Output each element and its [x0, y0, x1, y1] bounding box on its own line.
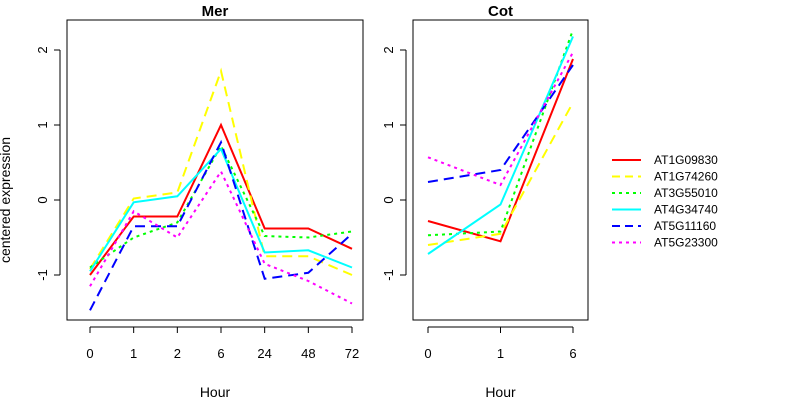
y-tick-label: -1 [381, 269, 396, 281]
y-axis-label: centered expression [0, 137, 13, 263]
x-tick-label: 72 [345, 346, 359, 361]
x-tick-label: 48 [301, 346, 315, 361]
x-tick-label: 0 [424, 346, 431, 361]
legend-item: AT4G34740 [612, 203, 718, 217]
x-tick-label: 24 [257, 346, 271, 361]
series-line-at4g34740 [427, 36, 574, 255]
y-tick-label: 1 [381, 121, 396, 128]
x-tick-label: 6 [569, 346, 576, 361]
legend-item: AT1G74260 [612, 170, 718, 184]
y-tick-label: 2 [35, 46, 50, 53]
plot-frame [66, 19, 364, 321]
x-tick-label: 0 [86, 346, 93, 361]
x-axis-label: Hour [485, 384, 516, 400]
legend-label: AT1G09830 [654, 153, 718, 167]
y-tick-label: 0 [35, 196, 50, 203]
chart-panel-mer: Mer 0 1 2 6 24 48 72 Hour -1 0 1 2 [35, 3, 364, 400]
legend-item: AT5G23300 [612, 236, 718, 250]
series-line-at4g34740 [89, 147, 353, 272]
y-tick-label: 1 [35, 121, 50, 128]
chart-panels: Mer 0 1 2 6 24 48 72 Hour -1 0 1 2 Cot 0 1 6 Hour -1 0 1 2 [35, 3, 589, 400]
series-line-at5g11160 [89, 139, 353, 311]
plot-frame [412, 19, 589, 321]
legend-label: AT4G34740 [654, 203, 718, 217]
chart-legend: AT1G09830 AT1G74260 AT3G55010 AT4G34740 AT5G… [612, 153, 718, 250]
series-line-at5g23300 [427, 51, 574, 187]
x-axis-label: Hour [200, 384, 231, 400]
x-tick-label: 2 [174, 346, 181, 361]
x-tick-label: 1 [497, 346, 504, 361]
series-line-at1g74260 [89, 67, 353, 276]
legend-item: AT1G09830 [612, 153, 718, 167]
series-line-at3g55010 [427, 29, 574, 237]
legend-label: AT5G11160 [654, 219, 716, 233]
series-line-at5g11160 [427, 64, 574, 183]
panel-title: Cot [488, 3, 513, 20]
legend-item: AT3G55010 [612, 186, 718, 200]
series-line-at1g74260 [427, 102, 574, 246]
series-line-at1g09830 [427, 58, 574, 243]
legend-label: AT3G55010 [654, 186, 718, 200]
y-tick-label: 0 [381, 196, 396, 203]
legend-item: AT5G11160 [612, 219, 716, 233]
x-tick-label: 6 [217, 346, 224, 361]
series-line-at1g09830 [89, 122, 353, 276]
series-line-at3g55010 [89, 143, 353, 269]
series-line-at5g23300 [89, 169, 353, 305]
y-tick-label: 2 [381, 46, 396, 53]
legend-label: AT1G74260 [654, 170, 718, 184]
x-tick-label: 1 [130, 346, 137, 361]
legend-label: AT5G23300 [654, 236, 718, 250]
y-tick-label: -1 [35, 269, 50, 281]
panel-title: Mer [202, 3, 229, 20]
chart-panel-cot: Cot 0 1 6 Hour -1 0 1 2 [381, 3, 589, 400]
